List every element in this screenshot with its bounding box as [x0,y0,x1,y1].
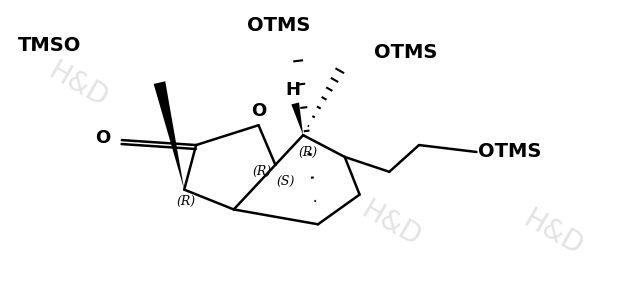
Text: TMSO: TMSO [18,37,81,56]
Text: H&D: H&D [519,205,587,261]
Text: (R): (R) [253,165,272,178]
Text: H: H [286,82,301,100]
Text: (S): (S) [276,175,295,188]
Text: O: O [95,129,110,147]
Text: OTMS: OTMS [374,44,438,62]
Text: OTMS: OTMS [247,16,310,35]
Text: H&D: H&D [356,196,425,252]
Text: (R): (R) [298,146,317,158]
Text: H&D: H&D [44,56,112,113]
Text: O: O [251,102,266,120]
Text: OTMS: OTMS [478,142,542,161]
Polygon shape [154,81,184,190]
Text: (R): (R) [176,195,196,208]
Polygon shape [292,103,303,135]
